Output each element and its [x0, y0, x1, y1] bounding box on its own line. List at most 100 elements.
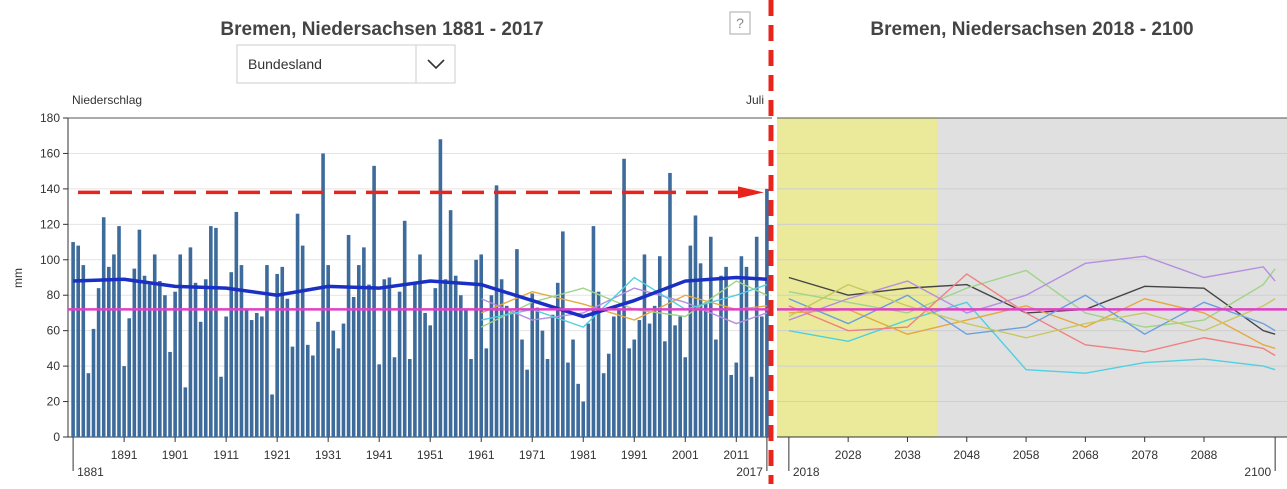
bar — [341, 323, 346, 437]
bar — [147, 284, 152, 437]
bar — [530, 293, 535, 437]
y-tick-label: 140 — [40, 182, 60, 196]
bar — [678, 316, 682, 437]
y-tick-label: 0 — [53, 430, 60, 444]
bar — [448, 210, 453, 437]
bar — [127, 318, 132, 437]
plots: 0 20 40 60 80 100 120 140 160 180 1891 1901 1911 1921… — [40, 111, 1287, 479]
bar — [479, 254, 484, 437]
model-line — [788, 255, 1276, 321]
y-tick-label: 60 — [47, 324, 61, 338]
bar — [668, 172, 672, 437]
bar — [617, 309, 621, 437]
bar — [101, 217, 106, 437]
x-end-label: 2018 — [793, 465, 820, 479]
bar — [219, 376, 223, 437]
bar — [158, 281, 162, 437]
x-tick-label: 1991 — [621, 448, 648, 462]
x-tick-label: 1901 — [162, 448, 189, 462]
bar — [729, 374, 733, 437]
bar — [688, 245, 693, 437]
x-tick-label: 2068 — [1072, 448, 1099, 462]
bar — [362, 247, 366, 437]
y-tick-label: 20 — [47, 395, 61, 409]
bar — [234, 211, 239, 437]
bar — [744, 266, 749, 437]
bar — [724, 266, 728, 437]
bar — [443, 279, 448, 437]
bar — [627, 348, 631, 437]
x-tick-label: 1961 — [468, 448, 495, 462]
bar — [642, 254, 647, 437]
y-tick-label: 100 — [40, 253, 60, 267]
bar — [178, 254, 183, 437]
bar — [372, 165, 376, 437]
x-tick-label: 2001 — [672, 448, 699, 462]
bar — [356, 265, 361, 437]
bar — [402, 220, 407, 437]
model-line — [788, 301, 1276, 374]
period-band — [777, 118, 938, 437]
bar — [698, 263, 703, 437]
bar — [81, 265, 86, 437]
bar — [464, 309, 468, 437]
bar — [606, 353, 611, 437]
bar — [168, 351, 172, 437]
bar — [392, 357, 397, 437]
unit-label: mm — [11, 268, 25, 288]
bar — [382, 279, 387, 437]
x-tick-label: 1981 — [570, 448, 597, 462]
x-tick-label: 2078 — [1131, 448, 1158, 462]
bar — [326, 265, 330, 437]
bar — [525, 369, 529, 437]
bar — [96, 288, 101, 437]
model-line — [480, 287, 768, 325]
bar — [229, 272, 234, 437]
bar — [453, 275, 458, 437]
bar — [561, 231, 565, 437]
bar — [540, 330, 545, 437]
model-line — [788, 298, 1276, 350]
bar — [280, 266, 285, 437]
bar — [418, 254, 422, 437]
bar — [132, 268, 137, 437]
dropdown-arrow[interactable] — [427, 59, 445, 70]
bar — [188, 247, 193, 437]
bar — [377, 364, 381, 437]
bar — [142, 275, 147, 437]
bar — [484, 348, 489, 437]
x-end-label: 2017 — [736, 465, 763, 479]
bar — [321, 153, 325, 437]
bar — [673, 325, 677, 437]
x-tick-label: 1921 — [264, 448, 291, 462]
help-button[interactable] — [729, 11, 751, 35]
x-tick-label: 1971 — [519, 448, 546, 462]
bar — [423, 312, 427, 437]
bar — [260, 316, 264, 437]
bar — [249, 320, 254, 437]
bar — [576, 383, 580, 437]
bar — [183, 387, 188, 437]
bar — [86, 373, 91, 437]
bar — [622, 158, 626, 437]
help-icon[interactable]: ? — [736, 15, 744, 31]
dropdown[interactable] — [236, 44, 456, 84]
x-tick-label: 2048 — [953, 448, 980, 462]
dropdown-text[interactable]: Bundesland — [248, 56, 322, 72]
x-tick-label: 2088 — [1191, 448, 1218, 462]
bar — [489, 295, 494, 437]
y-tick-label: 80 — [47, 288, 61, 302]
bar — [555, 282, 560, 437]
bar — [407, 359, 412, 437]
y-title: Niederschlag — [72, 93, 142, 107]
bar — [571, 339, 575, 437]
bar — [510, 311, 514, 437]
bar — [275, 273, 279, 437]
bar — [173, 291, 177, 437]
bar — [193, 282, 198, 437]
bar — [504, 305, 509, 437]
bar — [612, 316, 616, 437]
bar — [459, 295, 463, 437]
bar — [515, 249, 519, 437]
